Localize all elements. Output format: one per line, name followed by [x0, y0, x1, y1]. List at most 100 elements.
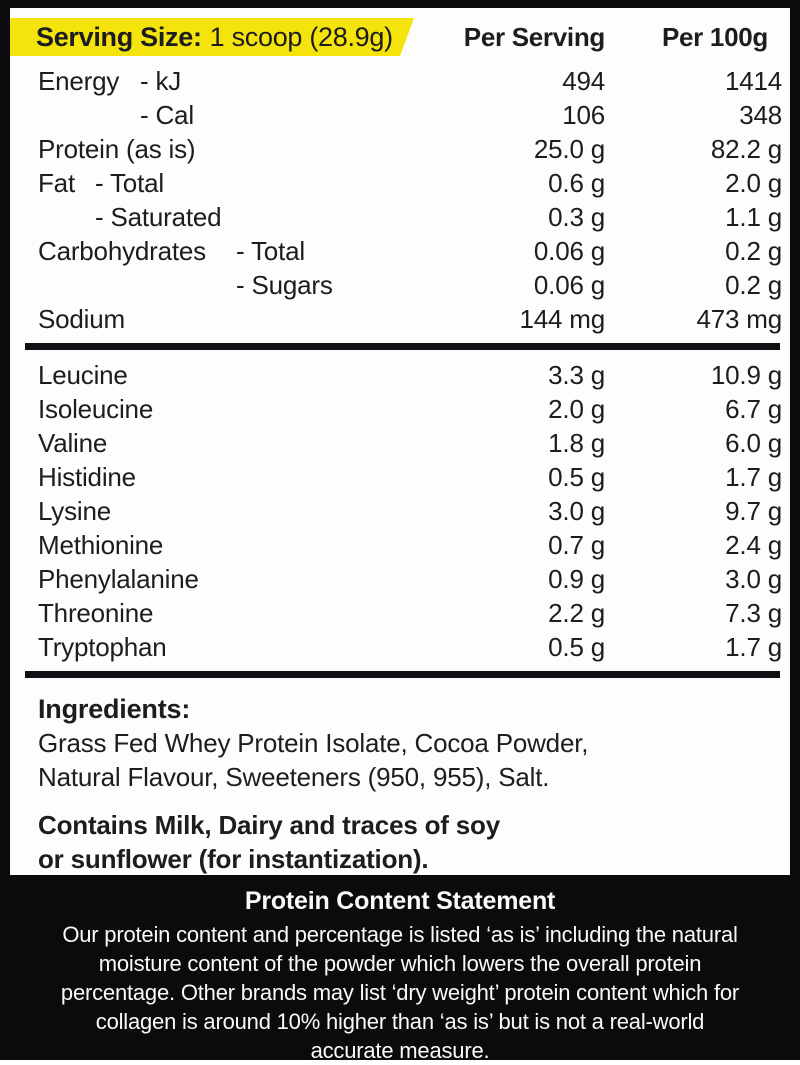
statement-line: percentage. Other brands may list ‘dry w… — [60, 980, 740, 1005]
per-serving-value: 0.3 g — [548, 202, 605, 232]
statement-line: accurate measure. — [310, 1038, 490, 1063]
amino-acid-row: Leucine 3.3 g 10.9 g — [10, 358, 790, 392]
serving-size-banner: Serving Size: 1 scoop (28.9g) — [10, 18, 414, 56]
per-100g-value: 7.3 g — [725, 598, 782, 628]
nutrition-row: - Saturated 0.3 g 1.1 g — [10, 200, 790, 234]
amino-acid-row: Isoleucine 2.0 g 6.7 g — [10, 392, 790, 426]
row-label: Isoleucine — [38, 392, 455, 426]
per-100g-value: 10.9 g — [710, 360, 782, 390]
per-serving-value: 2.0 g — [548, 394, 605, 424]
row-sub-label: - Cal — [140, 100, 194, 130]
nutrition-row: Carbohydrates - Total 0.06 g 0.2 g — [10, 234, 790, 268]
row-name: Sodium — [38, 304, 125, 334]
header-row: Serving Size: 1 scoop (28.9g) Per Serving… — [10, 18, 790, 56]
per-serving-value: 0.5 g — [548, 632, 605, 662]
row-sub-label: - Total — [95, 168, 164, 198]
per-serving-value: 0.06 g — [533, 236, 605, 266]
row-name: Energy — [38, 66, 120, 96]
row-label: Methionine — [38, 528, 455, 562]
nutrition-row: - Cal 106 348 — [10, 98, 790, 132]
nutrition-table: Energy - kJ 494 1414 - Cal 106 348 — [10, 64, 790, 336]
ingredients-line: Natural Flavour, Sweeteners (950, 955), … — [38, 762, 550, 792]
per-100g-value: 348 — [739, 100, 782, 130]
statement-line: collagen is around 10% higher than ‘as i… — [95, 1009, 705, 1034]
row-name: Histidine — [38, 462, 136, 492]
section-divider — [25, 343, 780, 350]
per-serving-value: 0.5 g — [548, 462, 605, 492]
nutrition-row: - Sugars 0.06 g 0.2 g — [10, 268, 790, 302]
per-100g-value: 3.0 g — [725, 564, 782, 594]
row-label: - Sugars — [38, 268, 455, 302]
row-name: Valine — [38, 428, 108, 458]
amino-acid-row: Lysine 3.0 g 9.7 g — [10, 494, 790, 528]
row-label: Tryptophan — [38, 630, 455, 664]
per-serving-value: 106 — [562, 100, 605, 130]
row-name: Isoleucine — [38, 394, 154, 424]
nutrition-row: Sodium 144 mg 473 mg — [10, 302, 790, 336]
per-100g-value: 6.0 g — [725, 428, 782, 458]
allergen-line: or sunflower (for instantization). — [38, 844, 429, 874]
per-100g-value: 0.2 g — [725, 236, 782, 266]
row-name: Tryptophan — [38, 632, 167, 662]
row-label: - Saturated — [38, 200, 455, 234]
row-label: Histidine — [38, 460, 455, 494]
per-100g-value: 0.2 g — [725, 270, 782, 300]
row-label: Phenylalanine — [38, 562, 455, 596]
per-serving-value: 144 mg — [519, 304, 605, 334]
per-100g-value: 473 mg — [696, 304, 782, 334]
row-name: Protein (as is) — [38, 134, 196, 164]
banner-cell: Serving Size: 1 scoop (28.9g) — [10, 18, 455, 56]
per-serving-value: 1.8 g — [548, 428, 605, 458]
serving-size-label: Serving Size: — [36, 22, 202, 52]
statement-body: Our protein content and percentage is li… — [10, 920, 790, 1065]
per-100g-value: 82.2 g — [710, 134, 782, 164]
row-name: Lysine — [38, 496, 111, 526]
per-100g-value: 6.7 g — [725, 394, 782, 424]
row-label: Fat - Total — [38, 166, 455, 200]
nutrition-row: Fat - Total 0.6 g 2.0 g — [10, 166, 790, 200]
statement-line: moisture content of the powder which low… — [98, 951, 702, 976]
per-100g-value: 1.1 g — [725, 202, 782, 232]
ingredients-line: Grass Fed Whey Protein Isolate, Cocoa Po… — [38, 728, 589, 758]
amino-acid-row: Threonine 2.2 g 7.3 g — [10, 596, 790, 630]
per-serving-value: 0.06 g — [533, 270, 605, 300]
per-100g-value: 1.7 g — [725, 632, 782, 662]
protein-content-statement: Protein Content Statement Our protein co… — [10, 875, 790, 1063]
row-label: Threonine — [38, 596, 455, 630]
row-sub-label: - Saturated — [95, 202, 222, 232]
per-100g-header: Per 100g — [661, 22, 768, 52]
row-name: Carbohydrates — [38, 236, 206, 266]
per-serving-header: Per Serving — [463, 22, 606, 52]
row-label: Leucine — [38, 358, 455, 392]
statement-line: Our protein content and percentage is li… — [62, 922, 738, 947]
row-label: - Cal — [38, 98, 455, 132]
nutrition-row: Energy - kJ 494 1414 — [10, 64, 790, 98]
row-label: Valine — [38, 426, 455, 460]
row-sub-label: - Total — [236, 236, 305, 266]
row-name: Fat — [38, 168, 75, 198]
per-serving-value: 3.0 g — [548, 496, 605, 526]
per-serving-value: 25.0 g — [533, 134, 605, 164]
row-label: Sodium — [38, 302, 455, 336]
ingredients-lines: Grass Fed Whey Protein Isolate, Cocoa Po… — [38, 726, 770, 794]
allergen-line: Contains Milk, Dairy and traces of soy — [38, 810, 500, 840]
per-100g-value: 1.7 g — [725, 462, 782, 492]
row-name: Methionine — [38, 530, 164, 560]
per-serving-value: 494 — [562, 66, 605, 96]
per-100g-value: 1414 — [724, 66, 782, 96]
per-serving-value: 0.7 g — [548, 530, 605, 560]
amino-acid-row: Histidine 0.5 g 1.7 g — [10, 460, 790, 494]
per-serving-value: 3.3 g — [548, 360, 605, 390]
section-divider — [25, 671, 780, 678]
row-label: Protein (as is) — [38, 132, 455, 166]
row-name: Threonine — [38, 598, 154, 628]
per-serving-value: 2.2 g — [548, 598, 605, 628]
row-label: Lysine — [38, 494, 455, 528]
ingredients-section: Ingredients: Grass Fed Whey Protein Isol… — [10, 684, 790, 875]
row-name: Leucine — [38, 360, 128, 390]
nutrition-row: Protein (as is) 25.0 g 82.2 g — [10, 132, 790, 166]
per-100g-value: 9.7 g — [725, 496, 782, 526]
amino-acid-row: Valine 1.8 g 6.0 g — [10, 426, 790, 460]
per-serving-value: 0.6 g — [548, 168, 605, 198]
